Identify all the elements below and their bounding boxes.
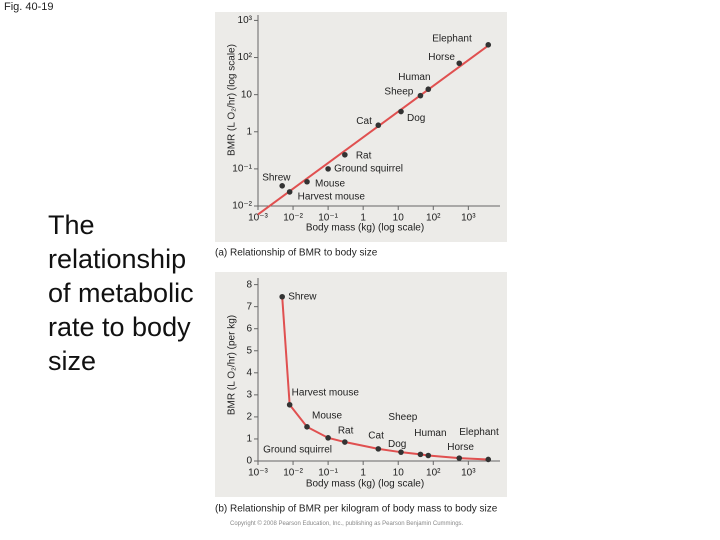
x-tick-label: 10² — [426, 468, 441, 479]
point-label: Sheep — [388, 412, 417, 423]
point-label: Shrew — [262, 172, 291, 183]
y-tick-label: 5 — [246, 345, 252, 356]
point-label: Dog — [407, 113, 425, 124]
x-tick-label: 1 — [360, 468, 366, 479]
x-tick-label: 10⁻¹ — [318, 468, 338, 479]
point — [485, 42, 492, 48]
point — [456, 455, 463, 461]
point — [279, 293, 285, 300]
point — [375, 446, 382, 452]
y-tick-label: 7 — [246, 301, 252, 312]
point-label: Mouse — [312, 410, 342, 421]
x-tick-label: 10³ — [461, 468, 476, 479]
y-tick-label: 10³ — [238, 15, 253, 26]
point-label: Shrew — [288, 291, 317, 302]
x-tick-label: 10 — [393, 468, 405, 479]
point — [342, 151, 348, 158]
point-label: Elephant — [459, 427, 499, 438]
caption: (a) Relationship of BMR to body size — [215, 248, 378, 259]
point-label: Dog — [388, 439, 406, 450]
x-tick-label: 10⁻³ — [248, 213, 268, 224]
point-label: Cat — [368, 431, 384, 442]
x-tick-label: 10⁻² — [283, 213, 303, 224]
x-axis-label: Body mass (kg) (log scale) — [306, 223, 424, 234]
point — [398, 449, 404, 455]
y-tick-label: 10⁻¹ — [232, 164, 252, 175]
x-tick-label: 10⁻¹ — [318, 213, 338, 224]
y-tick-label: 1 — [246, 126, 252, 137]
point — [485, 456, 492, 463]
x-tick-label: 10⁻³ — [248, 468, 268, 479]
y-axis-label: BMR (L O₂/hr) (per kg) — [227, 315, 238, 415]
point — [417, 92, 424, 99]
y-tick-label: 4 — [246, 367, 252, 378]
plot-background — [215, 272, 507, 497]
heading: The relationship of metabolic rate to bo… — [48, 210, 194, 376]
point-label: Elephant — [432, 33, 472, 44]
x-tick-label: 10³ — [461, 213, 476, 224]
point — [425, 86, 432, 93]
trend-line — [257, 44, 489, 216]
y-tick-label: 6 — [246, 323, 252, 334]
y-tick-label: 10 — [241, 89, 253, 100]
figure-label: Fig. 40-19 — [4, 1, 54, 13]
point — [279, 183, 285, 189]
y-tick-label: 10⁻² — [232, 201, 252, 212]
point-label: Rat — [338, 426, 354, 437]
y-axis-label: BMR (L O₂/hr) (log scale) — [227, 44, 238, 156]
x-axis-label: Body mass (kg) (log scale) — [306, 479, 424, 490]
point-label: Sheep — [384, 86, 413, 97]
x-tick-label: 1 — [360, 213, 366, 224]
x-tick-label: 10² — [426, 213, 441, 224]
caption: (b) Relationship of BMR per kilogram of … — [215, 504, 498, 515]
y-tick-label: 10² — [238, 52, 253, 63]
y-tick-label: 0 — [246, 456, 252, 467]
x-tick-label: 10⁻² — [283, 468, 303, 479]
point-label: Cat — [356, 116, 372, 127]
point-label: Harvest mouse — [292, 387, 360, 398]
point — [425, 452, 432, 459]
point — [456, 60, 463, 67]
y-tick-label: 2 — [246, 412, 252, 423]
point-label: Ground squirrel — [334, 164, 403, 175]
copyright: Copyright © 2008 Pearson Education, Inc.… — [230, 521, 464, 527]
point-label: Horse — [428, 52, 455, 63]
point — [342, 439, 348, 445]
point-label: Rat — [356, 150, 372, 161]
point — [325, 166, 331, 172]
point — [375, 122, 382, 129]
x-tick-label: 10 — [393, 213, 405, 224]
plot-background — [215, 12, 507, 242]
y-tick-label: 3 — [246, 389, 252, 400]
point — [325, 435, 331, 441]
point-label: Human — [398, 72, 430, 83]
y-tick-label: 1 — [246, 434, 252, 445]
point-label: Ground squirrel — [263, 444, 332, 455]
point — [304, 424, 310, 430]
point — [398, 108, 404, 115]
point-label: Human — [414, 428, 446, 439]
point-label: Mouse — [315, 178, 345, 189]
point — [417, 451, 424, 458]
point — [286, 189, 293, 195]
point-label: Horse — [447, 442, 474, 453]
point-label: Harvest mouse — [298, 192, 366, 203]
y-tick-label: 8 — [246, 279, 252, 290]
point — [286, 401, 293, 408]
point — [304, 178, 310, 185]
